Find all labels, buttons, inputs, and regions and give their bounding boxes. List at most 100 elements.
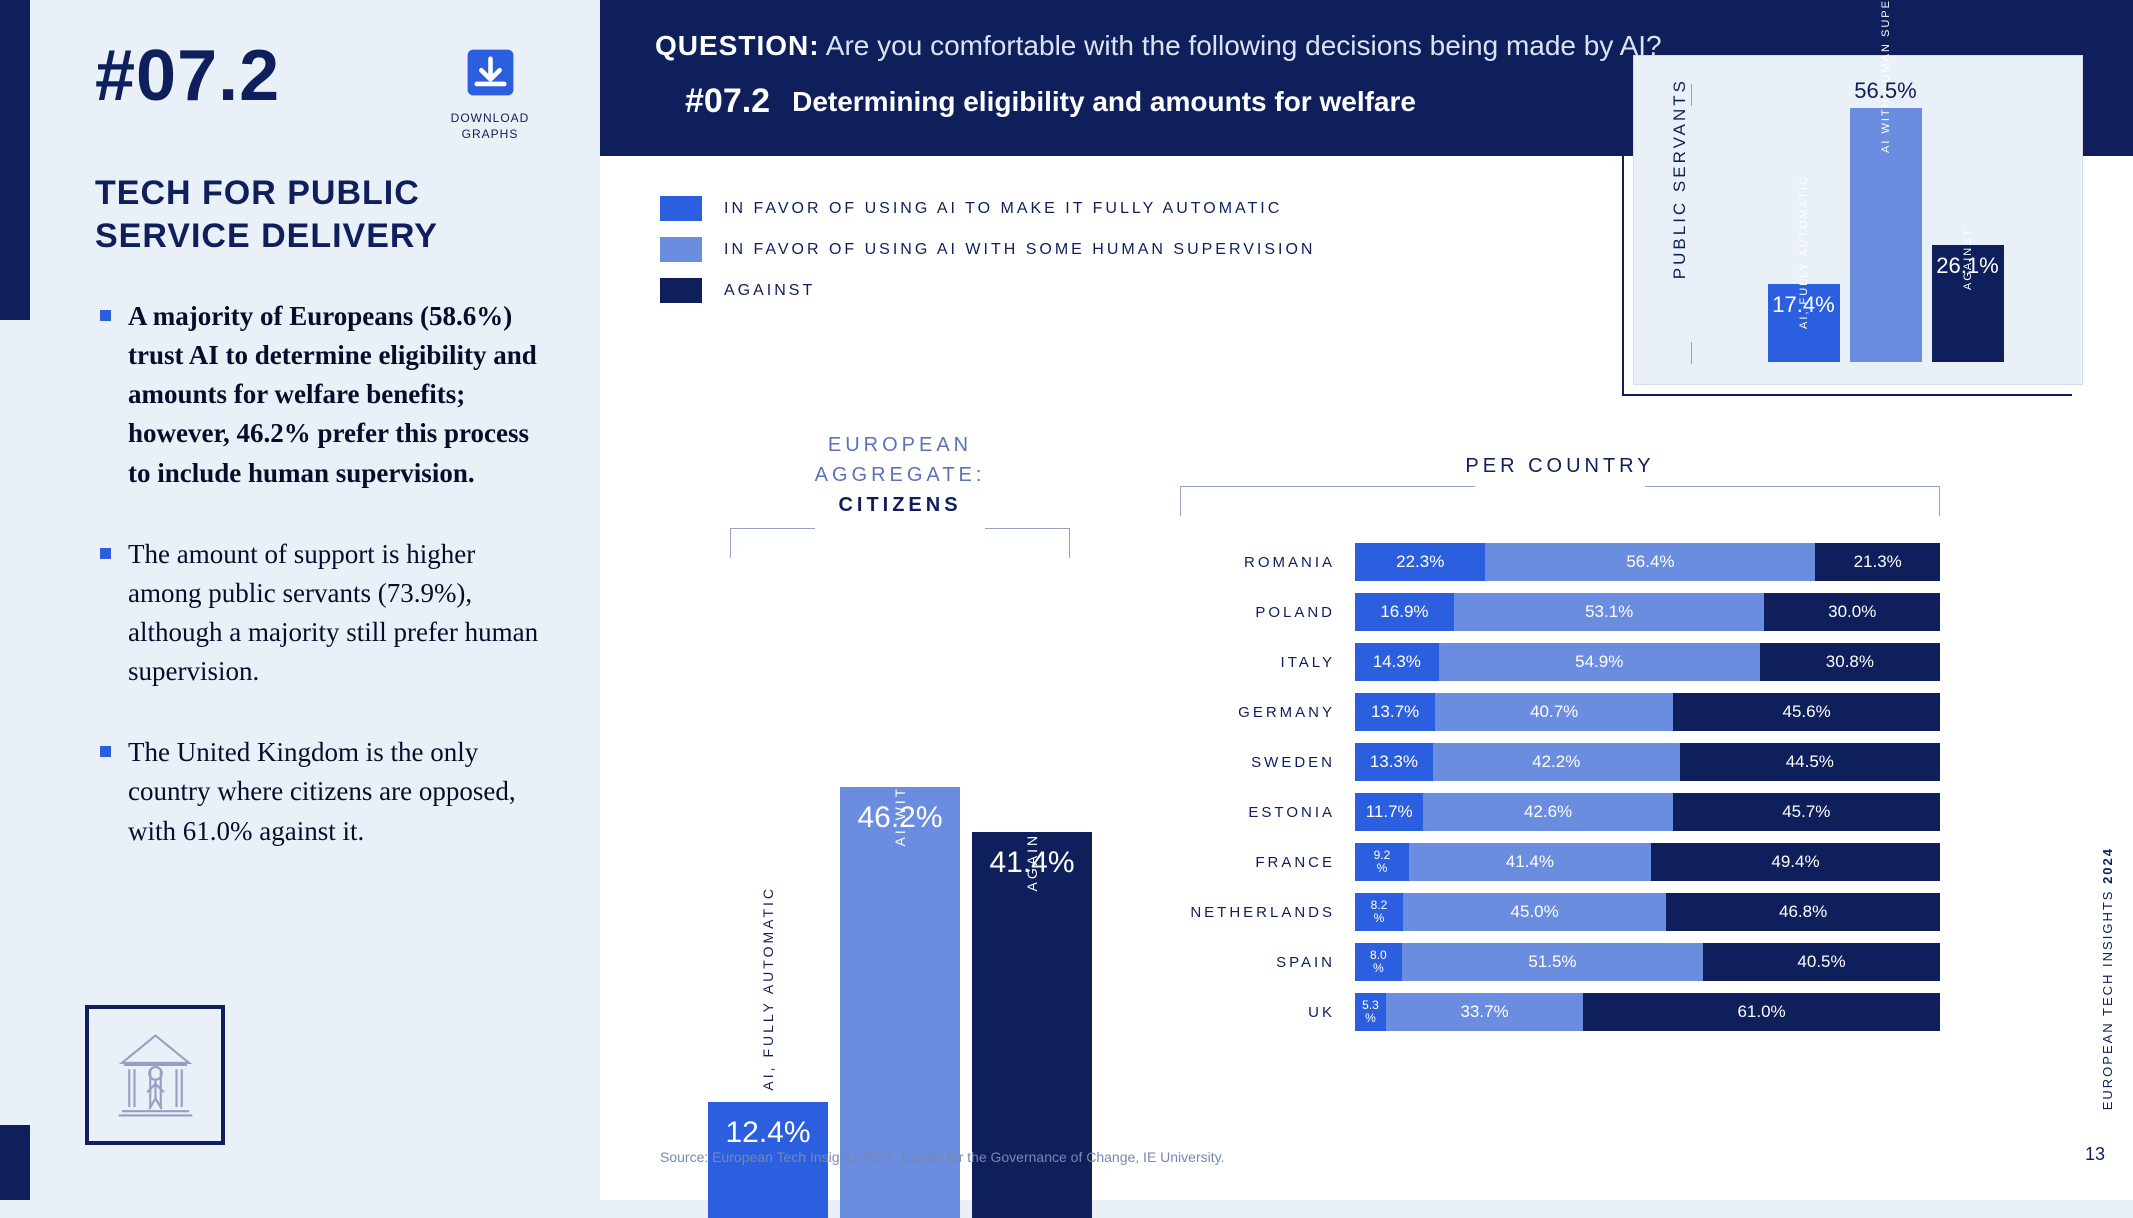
download-label: DOWNLOADGRAPHS [430, 111, 550, 142]
country-segment: 49.4% [1651, 843, 1940, 881]
bullet-list: A majority of Europeans (58.6%) trust AI… [30, 297, 580, 851]
country-segment: 8.0% [1355, 943, 1402, 981]
country-bar: 22.3%56.4%21.3% [1355, 543, 1940, 581]
bar-value: 56.5% [1850, 78, 1922, 104]
public-servants-chart: PUBLIC SERVANTS AI, FULLY AUTOMATIC 17.4… [1633, 55, 2083, 385]
country-name: NETHERLANDS [1180, 904, 1355, 921]
legend-label: IN FAVOR OF USING AI TO MAKE IT FULLY AU… [724, 200, 1282, 218]
country-name: SWEDEN [1180, 754, 1355, 771]
country-row: FRANCE 9.2%41.4%49.4% [1180, 841, 1940, 883]
left-accent-bar-bottom [0, 1125, 30, 1200]
country-row: UK 5.3%33.7%61.0% [1180, 991, 1940, 1033]
country-row: GERMANY 13.7%40.7%45.6% [1180, 691, 1940, 733]
country-segment: 54.9% [1439, 643, 1760, 681]
country-segment: 41.4% [1409, 843, 1651, 881]
country-bar: 9.2%41.4%49.4% [1355, 843, 1940, 881]
country-segment: 45.0% [1403, 893, 1666, 931]
servants-chart-title: PUBLIC SERVANTS [1670, 78, 1690, 279]
country-row: ROMANIA 22.3%56.4%21.3% [1180, 541, 1940, 583]
country-segment: 8.2% [1355, 893, 1403, 931]
legend-swatch [660, 237, 702, 262]
bullet-item: The amount of support is higher among pu… [100, 535, 540, 692]
bar-value: 12.4% [725, 1116, 810, 1150]
country-row: POLAND 16.9%53.1%30.0% [1180, 591, 1940, 633]
country-segment: 51.5% [1402, 943, 1703, 981]
country-row: SPAIN 8.0%51.5%40.5% [1180, 941, 1940, 983]
country-segment: 56.4% [1485, 543, 1815, 581]
country-segment: 45.7% [1673, 793, 1940, 831]
country-name: UK [1180, 1004, 1355, 1021]
country-segment: 42.2% [1433, 743, 1680, 781]
country-segment: 13.3% [1355, 743, 1433, 781]
left-panel: #07.2 DOWNLOADGRAPHS TECH FOR PUBLIC SER… [30, 0, 580, 1200]
building-illustration [85, 1005, 225, 1145]
country-segment: 30.0% [1764, 593, 1940, 631]
report-name-vertical: EUROPEAN TECH INSIGHTS 2024 [2100, 847, 2115, 1110]
country-bar: 8.2%45.0%46.8% [1355, 893, 1940, 931]
country-segment: 40.7% [1435, 693, 1673, 731]
country-bar: 14.3%54.9%30.8% [1355, 643, 1940, 681]
country-segment: 53.1% [1454, 593, 1765, 631]
bullet-item: The United Kingdom is the only country w… [100, 733, 540, 850]
country-segment: 61.0% [1583, 993, 1940, 1031]
legend-swatch [660, 196, 702, 221]
country-segment: 9.2% [1355, 843, 1409, 881]
bar-axis-label: AI WITH HUMAN SUPERVISION [892, 564, 908, 846]
country-row: NETHERLANDS 8.2%45.0%46.8% [1180, 891, 1940, 933]
citizens-chart: EUROPEANAGGREGATE:CITIZENS AI, FULLY AUT… [660, 430, 1140, 1218]
left-accent-bar-top [0, 0, 30, 320]
country-bar: 5.3%33.7%61.0% [1355, 993, 1940, 1031]
section-title: TECH FOR PUBLIC SERVICE DELIVERY [30, 117, 580, 297]
country-row: ITALY 14.3%54.9%30.8% [1180, 641, 1940, 683]
country-segment: 30.8% [1760, 643, 1940, 681]
country-name: POLAND [1180, 604, 1355, 621]
country-segment: 11.7% [1355, 793, 1423, 831]
download-graphs-button[interactable]: DOWNLOADGRAPHS [430, 45, 550, 142]
legend-swatch [660, 278, 702, 303]
country-segment: 13.7% [1355, 693, 1435, 731]
bullet-item: A majority of Europeans (58.6%) trust AI… [100, 297, 540, 493]
source-citation: Source: European Tech Insights 2024. Cen… [660, 1149, 1224, 1165]
country-segment: 22.3% [1355, 543, 1485, 581]
country-bar: 8.0%51.5%40.5% [1355, 943, 1940, 981]
country-row: ESTONIA 11.7%42.6%45.7% [1180, 791, 1940, 833]
country-bar: 16.9%53.1%30.0% [1355, 593, 1940, 631]
country-name: GERMANY [1180, 704, 1355, 721]
per-country-chart: PER COUNTRY ROMANIA 22.3%56.4%21.3% POLAN… [1180, 455, 1940, 1041]
per-country-title: PER COUNTRY [1180, 455, 1940, 478]
legend-label: IN FAVOR OF USING AI WITH SOME HUMAN SUP… [724, 241, 1315, 259]
country-name: ROMANIA [1180, 554, 1355, 571]
bar-axis-label: AI, FULLY AUTOMATIC [760, 886, 776, 1091]
servants-bar: AI, FULLY AUTOMATIC 17.4% [1768, 284, 1840, 362]
country-segment: 40.5% [1703, 943, 1940, 981]
subquestion-number: #07.2 [685, 82, 770, 121]
country-name: ITALY [1180, 654, 1355, 671]
question-label: QUESTION: [655, 30, 820, 61]
bar-axis-label: AGAINST [1024, 809, 1040, 891]
country-segment: 46.8% [1666, 893, 1940, 931]
download-icon [463, 87, 518, 104]
citizens-chart-title: EUROPEANAGGREGATE:CITIZENS [660, 430, 1140, 520]
country-bar: 13.7%40.7%45.6% [1355, 693, 1940, 731]
legend-label: AGAINST [724, 282, 815, 300]
country-segment: 14.3% [1355, 643, 1439, 681]
country-segment: 5.3% [1355, 993, 1386, 1031]
country-segment: 44.5% [1680, 743, 1940, 781]
country-segment: 42.6% [1423, 793, 1672, 831]
country-segment: 45.6% [1673, 693, 1940, 731]
servants-bar: AI WITH HUMAN SUPERVISION 56.5% [1850, 108, 1922, 362]
subquestion-text: Determining eligibility and amounts for … [792, 86, 1416, 118]
country-name: ESTONIA [1180, 804, 1355, 821]
page-number: 13 [2085, 1144, 2105, 1165]
country-segment: 21.3% [1815, 543, 1940, 581]
country-segment: 33.7% [1386, 993, 1583, 1031]
country-segment: 16.9% [1355, 593, 1454, 631]
country-name: FRANCE [1180, 854, 1355, 871]
country-name: SPAIN [1180, 954, 1355, 971]
country-bar: 11.7%42.6%45.7% [1355, 793, 1940, 831]
country-row: SWEDEN 13.3%42.2%44.5% [1180, 741, 1940, 783]
country-bar: 13.3%42.2%44.5% [1355, 743, 1940, 781]
question-body: Are you comfortable with the following d… [826, 30, 1662, 61]
main-content: QUESTION: Are you comfortable with the f… [600, 0, 2133, 1200]
servants-bar: AGAINST 26.1% [1932, 245, 2004, 362]
